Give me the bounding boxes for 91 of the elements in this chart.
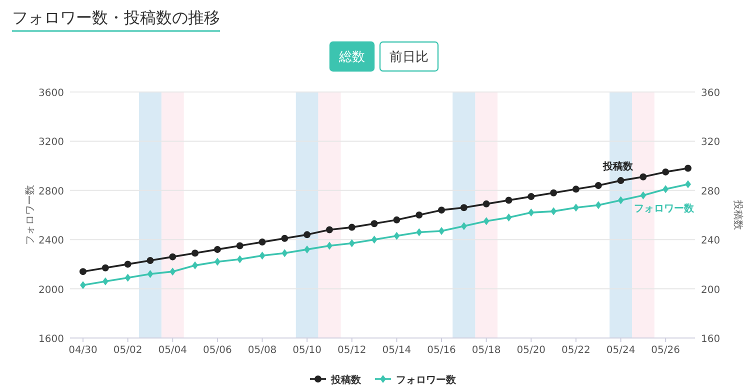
y-tick-label: 2000 (38, 284, 64, 296)
legend-label: フォロワー数 (396, 374, 457, 386)
point (236, 255, 243, 264)
point (169, 253, 176, 260)
x-tick-label: 05/18 (472, 345, 501, 356)
point (348, 224, 356, 231)
point (394, 232, 400, 240)
point (506, 213, 512, 222)
point (662, 168, 670, 176)
y-tick-label: 3200 (38, 137, 64, 148)
point (640, 173, 647, 180)
point (80, 281, 86, 290)
x-tick-label: 05/02 (113, 345, 142, 356)
x-tick-label: 05/08 (248, 345, 277, 356)
point (192, 261, 198, 270)
x-tick-label: 04/30 (68, 345, 98, 356)
point (618, 196, 624, 204)
point (236, 242, 244, 250)
point (684, 164, 692, 172)
x-tick-label: 05/16 (427, 345, 456, 356)
point (482, 200, 490, 208)
point (326, 242, 332, 250)
y-tick-label: 2400 (38, 236, 64, 247)
x-tick-label: 05/06 (203, 345, 232, 356)
point (304, 245, 310, 254)
point (594, 182, 602, 189)
x-tick-label: 05/26 (651, 345, 680, 356)
point (192, 250, 199, 257)
point (371, 236, 378, 244)
text: 前日比 (390, 50, 428, 65)
point (416, 228, 422, 236)
point (326, 226, 333, 234)
point (460, 222, 467, 230)
point (214, 258, 220, 266)
y2-tick-label: 160 (701, 334, 720, 345)
point (348, 239, 355, 248)
point (595, 201, 602, 210)
point (282, 249, 288, 258)
point (258, 238, 266, 246)
point (393, 216, 400, 224)
chart-title: フォロワー数・投稿数の推移 (12, 8, 220, 27)
text: 総数 (338, 50, 365, 65)
point (483, 217, 490, 226)
point (572, 186, 580, 193)
point (550, 207, 557, 216)
y-tick-label: 3600 (38, 88, 64, 99)
point (438, 206, 446, 214)
point (80, 268, 86, 276)
point (460, 204, 468, 212)
point (640, 191, 646, 200)
y2-tick-label: 320 (701, 137, 720, 148)
y-tick-label: 2800 (38, 186, 64, 198)
point (572, 204, 579, 212)
point (147, 270, 154, 278)
point (505, 196, 512, 204)
point (102, 264, 109, 272)
point (685, 180, 691, 188)
y2-tick-label: 240 (701, 236, 720, 247)
point (146, 257, 154, 264)
x-tick-label: 05/10 (292, 345, 322, 356)
y2-tick-label: 360 (701, 88, 720, 99)
point (416, 212, 423, 218)
y2-axis-title: 投稿数 (732, 199, 744, 230)
point (528, 208, 534, 217)
x-tick-label: 05/24 (606, 345, 636, 356)
point (259, 252, 266, 260)
y-tick-label: 1600 (38, 334, 64, 345)
point (170, 268, 176, 276)
y2-tick-label: 200 (701, 284, 720, 296)
x-tick-label: 05/14 (382, 345, 412, 356)
point (370, 220, 378, 228)
x-tick-label: 05/20 (516, 345, 546, 356)
point (662, 185, 669, 194)
y-axis-title: フォロワー数 (25, 185, 36, 245)
point (102, 277, 108, 286)
point (550, 189, 558, 196)
point (438, 226, 445, 235)
point (214, 246, 221, 253)
point (281, 234, 288, 242)
point (617, 177, 624, 184)
legend-label: 投稿数 (330, 374, 362, 386)
point (528, 193, 535, 200)
point (124, 274, 131, 282)
x-tick-label: 05/12 (337, 345, 366, 356)
x-tick-label: 05/04 (158, 345, 188, 356)
text: 投稿数 (603, 161, 633, 172)
point (304, 231, 311, 238)
point (124, 260, 132, 268)
x-tick-label: 05/22 (562, 345, 590, 356)
y2-tick-label: 280 (701, 186, 720, 198)
text: フォロワー数 (634, 203, 694, 214)
